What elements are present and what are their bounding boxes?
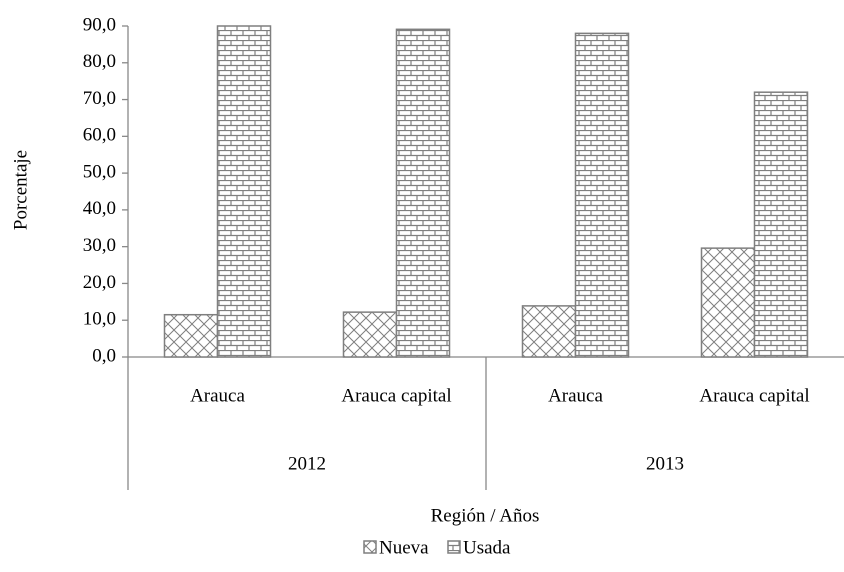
y-tick-label: 80,0 <box>83 51 116 72</box>
bar <box>700 247 756 358</box>
x-axis-title: Región / Años <box>431 505 540 526</box>
x-tick-label: Arauca <box>190 385 245 406</box>
y-tick-label: 20,0 <box>83 272 116 293</box>
bar <box>753 91 809 358</box>
bar <box>342 311 398 358</box>
legend-label: Nueva <box>379 537 429 558</box>
group-label: 2012 <box>288 453 326 474</box>
bar <box>395 28 451 358</box>
legend-swatch <box>363 540 377 554</box>
x-tick-label: Arauca capital <box>699 385 809 406</box>
y-tick-label: 10,0 <box>83 309 116 330</box>
y-tick-label: 90,0 <box>83 14 116 35</box>
y-axis-title: Porcentaje <box>10 150 31 230</box>
bar <box>163 313 219 358</box>
y-tick-label: 30,0 <box>83 235 116 256</box>
y-tick-label: 70,0 <box>83 88 116 109</box>
legend-label: Usada <box>463 537 511 558</box>
bar <box>216 25 272 358</box>
bar <box>574 32 630 358</box>
legend-swatch <box>447 540 461 554</box>
y-tick-label: 40,0 <box>83 198 116 219</box>
bar <box>521 305 577 358</box>
y-tick-label: 60,0 <box>83 125 116 146</box>
y-tick-label: 0,0 <box>92 345 116 366</box>
group-label: 2013 <box>646 453 684 474</box>
x-tick-label: Arauca capital <box>341 385 451 406</box>
y-tick-label: 50,0 <box>83 161 116 182</box>
x-tick-label: Arauca <box>548 385 603 406</box>
